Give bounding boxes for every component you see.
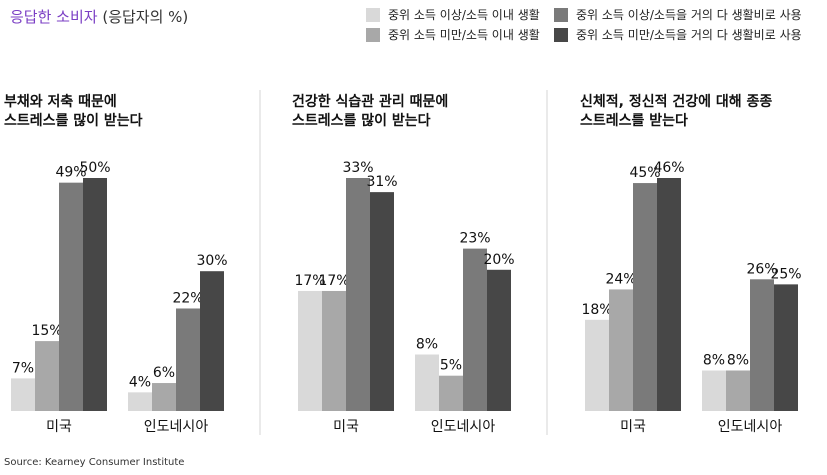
- panel-title-2-line-1: 건강한 식습관 관리 때문에: [292, 93, 448, 110]
- legend-item-3: 중위 소득 미만/소득 이내 생활: [366, 26, 540, 43]
- bar-label-p1-c1-s2: 15%: [31, 323, 62, 339]
- category-label-p3-c1: 미국: [620, 419, 646, 435]
- panel-title-3-line-2: 스트레스를 받는다: [580, 112, 688, 129]
- bar-label-p1-c2-s3: 22%: [172, 290, 203, 306]
- bar-p2-c1-s4: [370, 192, 394, 411]
- bar-p1-c2-s4: [200, 271, 224, 411]
- bar-label-p1-c1-s3: 49%: [55, 165, 86, 181]
- header-accent: 응답한 소비자: [10, 8, 98, 26]
- legend: 중위 소득 이상/소득 이내 생활 중위 소득 이상/소득을 거의 다 생활비로…: [366, 4, 826, 44]
- bar-label-p2-c1-s3: 33%: [342, 160, 373, 176]
- category-label-p3-c2: 인도네시아: [718, 419, 783, 435]
- header-rest: (응답자의 %): [97, 8, 189, 26]
- bar-p3-c1-s2: [609, 289, 633, 411]
- bar-label-p2-c1-s2: 17%: [318, 273, 349, 289]
- chart-header: 응답한 소비자 (응답자의 %): [10, 6, 188, 27]
- bar-p2-c2-s1: [415, 354, 439, 411]
- bar-p1-c1-s3: [59, 182, 83, 411]
- bar-label-p1-c2-s4: 30%: [196, 253, 227, 269]
- bar-label-p1-c2-s2: 6%: [153, 365, 175, 381]
- bar-label-p3-c1-s1: 18%: [581, 302, 612, 318]
- legend-swatch-3: [366, 27, 380, 42]
- panel-title-1-line-2: 스트레스를 많이 받는다: [4, 112, 143, 129]
- bar-label-p3-c2-s3: 26%: [746, 261, 777, 277]
- legend-label-2: 중위 소득 이상/소득을 거의 다 생활비로 사용: [576, 8, 802, 22]
- bar-label-p2-c1-s4: 31%: [366, 174, 397, 190]
- bar-p2-c2-s4: [487, 269, 511, 411]
- bar-p1-c2-s3: [176, 308, 200, 411]
- bar-p1-c1-s4: [83, 178, 107, 411]
- legend-label-4: 중위 소득 미만/소득을 거의 다 생활비로 사용: [576, 28, 802, 42]
- bar-label-p2-c2-s4: 20%: [483, 252, 514, 268]
- bar-p2-c1-s1: [298, 290, 322, 411]
- legend-swatch-1: [366, 7, 380, 22]
- legend-swatch-4: [554, 27, 568, 42]
- bar-p1-c2-s1: [128, 392, 152, 411]
- legend-item-4: 중위 소득 미만/소득을 거의 다 생활비로 사용: [554, 26, 802, 43]
- legend-label-3: 중위 소득 미만/소득 이내 생활: [388, 28, 540, 42]
- bar-label-p2-c2-s2: 5%: [440, 358, 462, 374]
- bar-p2-c1-s2: [322, 290, 346, 411]
- bar-p3-c2-s4: [774, 284, 798, 411]
- bar-p1-c1-s1: [11, 378, 35, 411]
- panel-title-2-line-2: 스트레스를 많이 받는다: [292, 112, 431, 129]
- category-label-p2-c1: 미국: [333, 419, 359, 435]
- bar-p1-c1-s2: [35, 341, 59, 411]
- bar-label-p2-c1-s1: 17%: [294, 273, 325, 289]
- category-label-p1-c1: 미국: [46, 419, 72, 435]
- bar-p3-c2-s3: [750, 279, 774, 411]
- category-label-p2-c2: 인도네시아: [431, 419, 496, 435]
- bar-label-p3-c1-s3: 45%: [629, 165, 660, 181]
- bar-p3-c1-s4: [657, 178, 681, 411]
- bar-label-p2-c2-s1: 8%: [416, 337, 438, 353]
- panel-title-3-line-1: 신체적, 정신적 건강에 대해 종종: [580, 93, 772, 110]
- bar-p3-c2-s2: [726, 370, 750, 411]
- bar-p3-c1-s3: [633, 183, 657, 411]
- source-note: Source: Kearney Consumer Institute: [4, 457, 185, 468]
- bar-label-p3-c2-s2: 8%: [727, 352, 749, 368]
- bar-p3-c1-s1: [585, 319, 609, 411]
- bar-label-p3-c2-s1: 8%: [703, 352, 725, 368]
- bar-label-p3-c1-s4: 46%: [653, 160, 684, 176]
- bar-label-p1-c2-s1: 4%: [129, 374, 151, 390]
- bar-p1-c2-s2: [152, 383, 176, 411]
- legend-item-1: 중위 소득 이상/소득 이내 생활: [366, 6, 540, 23]
- bar-label-p1-c1-s4: 50%: [79, 160, 110, 176]
- bar-p2-c2-s3: [463, 248, 487, 411]
- bar-p2-c2-s2: [439, 375, 463, 411]
- legend-swatch-2: [554, 7, 568, 22]
- bar-p3-c2-s1: [702, 370, 726, 411]
- category-label-p1-c2: 인도네시아: [144, 419, 209, 435]
- legend-label-1: 중위 소득 이상/소득 이내 생활: [388, 8, 540, 22]
- bar-label-p2-c2-s3: 23%: [459, 231, 490, 247]
- bar-label-p3-c1-s2: 24%: [605, 271, 636, 287]
- panel-title-1-line-1: 부채와 저축 때문에: [4, 93, 117, 110]
- bar-label-p3-c2-s4: 25%: [770, 266, 801, 282]
- legend-item-2: 중위 소득 이상/소득을 거의 다 생활비로 사용: [554, 6, 802, 23]
- bar-p2-c1-s3: [346, 178, 370, 411]
- bar-label-p1-c1-s1: 7%: [12, 360, 34, 376]
